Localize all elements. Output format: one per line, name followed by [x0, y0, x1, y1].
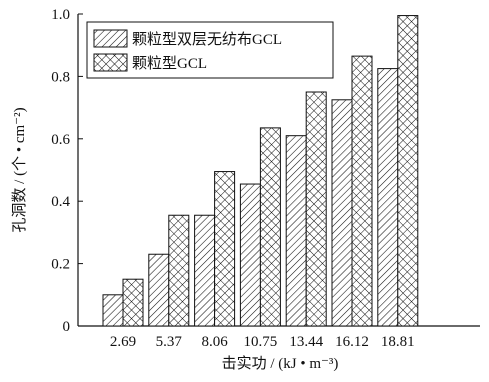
bar-series-1-10.75	[239, 183, 261, 327]
legend-label-series-2: 颗粒型GCL	[132, 55, 207, 72]
bar-series-2-18.81	[397, 15, 419, 327]
x-tick-label: 5.37	[156, 334, 183, 350]
x-tick-label: 13.44	[289, 334, 323, 350]
bar-series-1-13.44	[285, 135, 307, 327]
y-tick-label: 0.4	[51, 194, 70, 210]
bar-series-2-13.44	[305, 91, 327, 327]
x-axis-label: 击实功 / (kJ • m⁻³)	[222, 355, 339, 372]
legend-frame	[86, 21, 334, 79]
bar-series-1-16.12	[331, 99, 353, 327]
y-tick-label: 0.8	[51, 69, 70, 85]
y-axis-ticks: 0 0.2 0.4 0.6 0.8 1.0	[51, 7, 83, 335]
x-tick-label: 8.06	[201, 334, 228, 350]
x-tick-label: 10.75	[244, 334, 278, 350]
bar-series-2-10.75	[259, 127, 281, 327]
bar-series-1-8.06	[194, 214, 216, 327]
bar-series-1-2.69	[102, 294, 124, 327]
x-tick-label: 2.69	[110, 334, 136, 350]
bar-series-2-8.06	[214, 171, 236, 327]
y-axis-label: 孔洞数 / (个 • cm⁻²)	[11, 107, 28, 232]
bar-series-1-5.37	[148, 253, 170, 327]
x-axis-ticks: 2.69 5.37 8.06 10.75 13.44 16.12 18.81	[110, 334, 415, 350]
x-tick-label: 18.81	[381, 334, 415, 350]
y-tick-label: 0.2	[51, 257, 70, 273]
y-tick-label: 0	[63, 319, 71, 335]
x-tick-label: 16.12	[335, 334, 369, 350]
legend-label-series-1: 颗粒型双层无纺布GCL	[132, 31, 282, 48]
y-tick-label: 0.6	[51, 132, 70, 148]
legend-swatch-series-1	[93, 29, 128, 48]
legend-swatch-series-2	[93, 53, 128, 72]
bar-series-2-16.12	[351, 55, 373, 327]
bar-series-2-2.69	[122, 278, 144, 327]
bars-group	[102, 15, 419, 327]
legend: 颗粒型双层无纺布GCL 颗粒型GCL	[86, 21, 334, 79]
y-tick-label: 1.0	[51, 7, 70, 23]
bar-series-1-18.81	[377, 68, 399, 327]
bar-series-2-5.37	[168, 214, 190, 327]
